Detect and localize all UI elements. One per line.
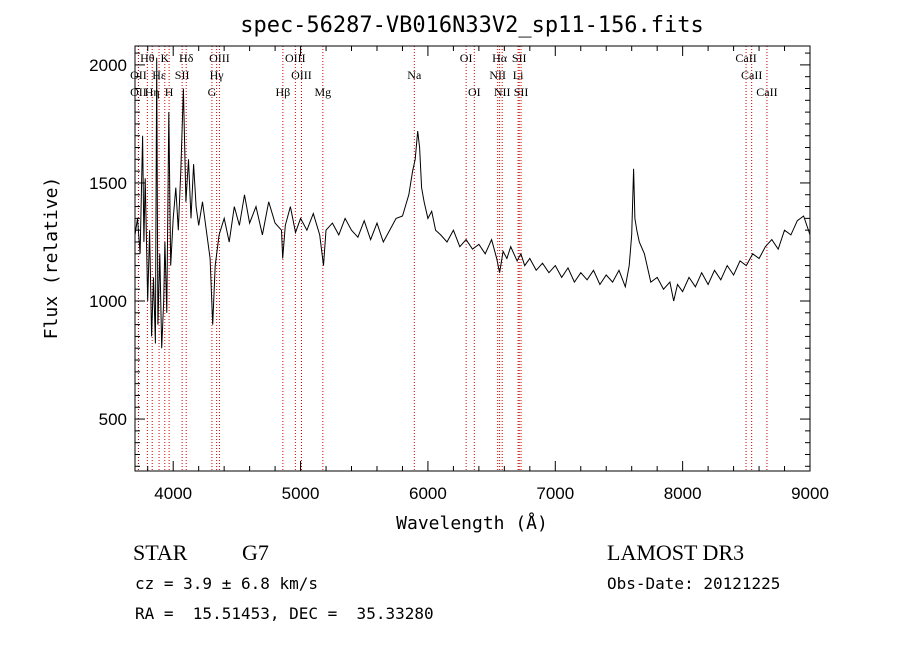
line-marker-label: OI [460, 51, 473, 65]
line-marker-label: CaII [756, 85, 777, 99]
line-markers [137, 46, 768, 471]
line-marker-label: OIII [285, 51, 306, 65]
line-marker-label: NII [494, 85, 511, 99]
x-tick-label: 5000 [282, 484, 320, 503]
obs-date: Obs-Date: 20121225 [607, 574, 781, 593]
line-marker-label: CaII [741, 68, 762, 82]
survey-name: LAMOST DR3 [607, 540, 745, 565]
line-marker-label: NII [489, 68, 506, 82]
line-marker-label: Hθ [140, 51, 155, 65]
x-tick-label: 4000 [154, 484, 192, 503]
y-tick-label: 500 [99, 410, 127, 429]
line-marker-label: Hε [152, 68, 166, 82]
x-axis-label: Wavelength (Å) [396, 512, 548, 534]
y-axis-ticks: 500 1000 1500 2000 [89, 52, 810, 467]
line-marker-label: OIII [209, 51, 230, 65]
line-marker-label: Mg [315, 85, 332, 99]
coordinates: RA = 15.51453, DEC = 35.33280 [135, 604, 434, 623]
line-marker-label: Hη [145, 85, 160, 99]
x-tick-label: 9000 [791, 484, 829, 503]
y-tick-label: 1000 [89, 292, 127, 311]
plot-frame [134, 45, 811, 472]
line-marker-label: Hβ [275, 85, 290, 99]
line-marker-label: SII [512, 51, 527, 65]
line-marker-label: OII [130, 68, 147, 82]
x-tick-label: 6000 [409, 484, 447, 503]
line-marker-label: H [165, 85, 174, 99]
line-marker-label: OII [130, 85, 147, 99]
line-marker-label: G [208, 85, 217, 99]
y-tick-label: 2000 [89, 56, 127, 75]
line-marker-label: SII [514, 85, 529, 99]
y-tick-label: 1500 [89, 174, 127, 193]
spectrum-line [134, 57, 811, 349]
redshift-info: cz = 3.9 ± 6.8 km/s [135, 574, 319, 593]
line-marker-label: CaII [735, 51, 756, 65]
line-marker-label: Hδ [179, 51, 194, 65]
x-axis-ticks: 4000 5000 6000 7000 8000 9000 [147, 46, 829, 503]
line-marker-label: Hα [492, 51, 508, 65]
line-marker-label: K [160, 51, 169, 65]
line-marker-label: SII [175, 68, 190, 82]
line-marker-label: Li [513, 68, 524, 82]
object-class: STAR [133, 540, 188, 565]
object-subclass: G7 [242, 540, 269, 565]
y-axis-label: Flux (relative) [41, 177, 62, 340]
chart-title: spec-56287-VB016N33V2_sp11-156.fits [240, 13, 704, 38]
line-marker-label: OI [468, 85, 481, 99]
x-tick-label: 8000 [664, 484, 702, 503]
line-marker-label: Na [407, 68, 422, 82]
x-tick-label: 7000 [536, 484, 574, 503]
line-marker-label: Hγ [210, 68, 225, 82]
line-marker-label: OIII [291, 68, 312, 82]
